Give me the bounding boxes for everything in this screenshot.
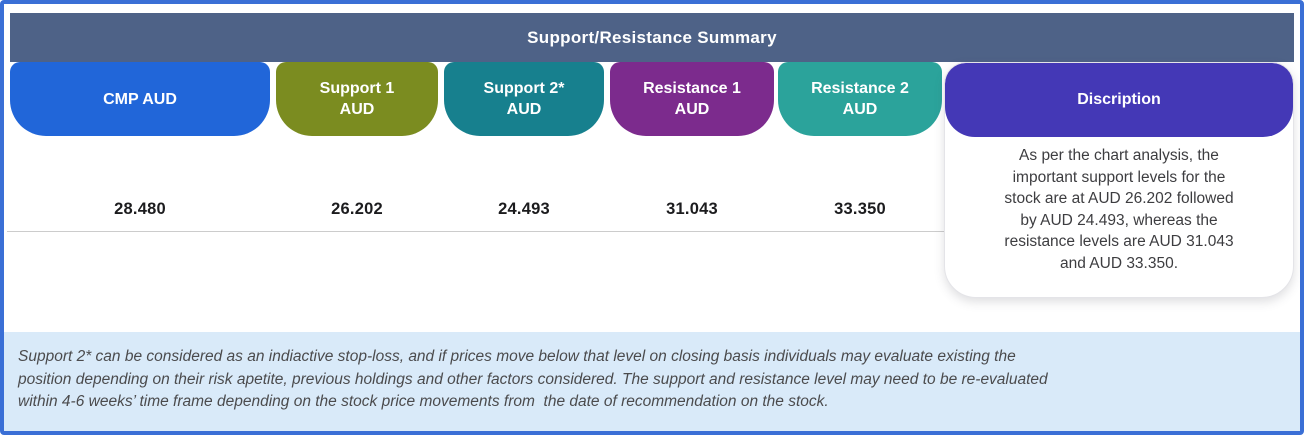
column-header-label: Support 2* AUD	[483, 80, 565, 118]
value-cmp-aud: 28.480	[114, 200, 166, 218]
description-line: important support levels for the	[1012, 168, 1226, 186]
description-line: As per the chart analysis, the	[1019, 147, 1219, 164]
row-divider	[7, 231, 944, 232]
page-title: Support/Resistance Summary	[527, 27, 777, 47]
value-resistance-2: 33.350	[834, 200, 886, 218]
footnote-line: position depending on their risk apetite…	[18, 370, 1048, 388]
footnote-panel: Support 2* can be considered as an india…	[4, 332, 1300, 431]
column-header-label: Resistance 1 AUD	[643, 80, 741, 118]
column-header-label: Support 1 AUD	[319, 80, 395, 118]
column-header-label: CMP AUD	[103, 90, 177, 108]
description-card: Discription As per the chart analysis, t…	[944, 62, 1294, 298]
description-line: and AUD 33.350.	[1059, 254, 1179, 272]
column-header-label: Resistance 2 AUD	[811, 80, 909, 118]
column-header-resistance-2: Resistance 2 AUD	[778, 62, 942, 136]
description-line: resistance levels are AUD 31.043	[1004, 233, 1234, 250]
column-header-resistance-1: Resistance 1 AUD	[610, 62, 774, 136]
description-header-label: Discription	[1077, 91, 1161, 108]
column-header-support-1: Support 1 AUD	[276, 62, 438, 136]
column-header-support-2: Support 2* AUD	[444, 62, 604, 136]
description-line: by AUD 24.493, whereas the	[1020, 211, 1218, 229]
value-support-2: 24.493	[498, 200, 550, 218]
column-header-cmp-aud: CMP AUD	[10, 62, 270, 136]
title-bar: Support/Resistance Summary	[10, 13, 1294, 62]
value-support-1: 26.202	[331, 200, 383, 218]
description-header-pill: Discription	[945, 63, 1293, 137]
value-resistance-1: 31.043	[666, 200, 718, 218]
footnote-line: Support 2* can be considered as an india…	[18, 348, 1016, 365]
footnote-line: within 4-6 weeks’ time frame depending o…	[18, 393, 829, 410]
description-text: As per the chart analysis, the important…	[945, 145, 1293, 274]
description-line: stock are at AUD 26.202 followed	[1004, 190, 1234, 207]
